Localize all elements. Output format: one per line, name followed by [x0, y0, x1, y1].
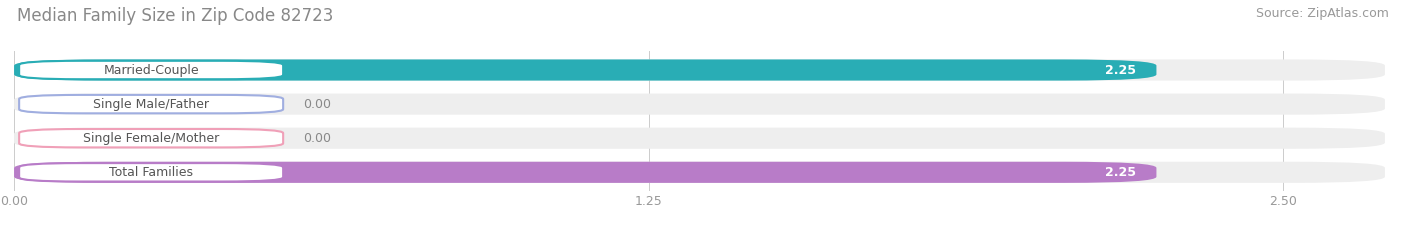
- FancyBboxPatch shape: [20, 95, 283, 113]
- FancyBboxPatch shape: [14, 128, 1385, 149]
- Text: 2.25: 2.25: [1105, 64, 1136, 76]
- Text: 0.00: 0.00: [304, 132, 332, 145]
- Text: Median Family Size in Zip Code 82723: Median Family Size in Zip Code 82723: [17, 7, 333, 25]
- FancyBboxPatch shape: [14, 93, 1385, 115]
- FancyBboxPatch shape: [20, 163, 283, 182]
- FancyBboxPatch shape: [14, 162, 1385, 183]
- FancyBboxPatch shape: [14, 59, 1385, 81]
- Text: 0.00: 0.00: [304, 98, 332, 111]
- Text: Source: ZipAtlas.com: Source: ZipAtlas.com: [1256, 7, 1389, 20]
- Text: Single Male/Father: Single Male/Father: [93, 98, 209, 111]
- Text: Total Families: Total Families: [110, 166, 193, 179]
- FancyBboxPatch shape: [20, 61, 283, 79]
- Text: Single Female/Mother: Single Female/Mother: [83, 132, 219, 145]
- FancyBboxPatch shape: [14, 59, 1156, 81]
- FancyBboxPatch shape: [14, 162, 1156, 183]
- FancyBboxPatch shape: [20, 129, 283, 147]
- Text: 2.25: 2.25: [1105, 166, 1136, 179]
- Text: Married-Couple: Married-Couple: [103, 64, 200, 76]
